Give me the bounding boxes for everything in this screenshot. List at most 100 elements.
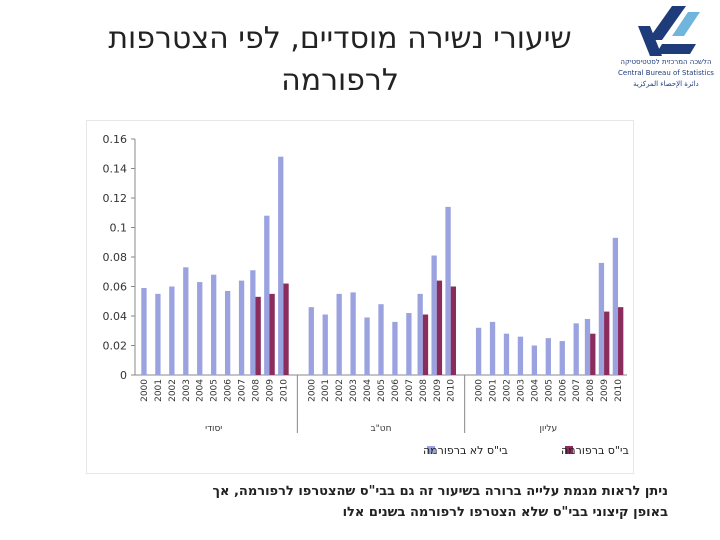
note-line-1: ניתן לראות מגמת עלייה ברורה בשיעור זה גם… <box>212 484 668 499</box>
bar-not-in-reform <box>559 341 565 375</box>
bar-not-in-reform <box>364 317 370 375</box>
bar-in-reform <box>450 286 457 375</box>
bar-not-in-reform <box>406 313 412 375</box>
x-tick-label: 2008 <box>419 379 429 402</box>
x-tick-label: 2005 <box>377 379 387 402</box>
x-tick-label: 2000 <box>475 379 485 402</box>
bar-not-in-reform <box>517 336 524 375</box>
bar-not-in-reform <box>417 293 423 375</box>
note-line-2: באופן קיצוני בבי"ס שלא הצטרפו לרפורמה בש… <box>342 505 668 520</box>
x-tick-label: 2007 <box>572 379 582 402</box>
group-label: עליון <box>539 424 557 434</box>
x-tick-label: 2008 <box>252 379 262 402</box>
y-tick-label: 0.04 <box>103 310 128 323</box>
logo-text-arabic: دائرة الإحصاء المركزية <box>633 80 699 88</box>
y-tick-label: 0.12 <box>103 192 128 205</box>
legend-label: בי"ס לא ברפורמה <box>423 444 508 457</box>
x-tick-label: 2006 <box>558 379 568 402</box>
legend-swatch <box>427 446 435 454</box>
bar-not-in-reform <box>308 307 314 375</box>
y-tick-label: 0.02 <box>103 340 128 353</box>
bar-not-in-reform <box>573 323 579 375</box>
x-tick-label: 2009 <box>600 379 610 402</box>
x-tick-label: 2001 <box>154 379 164 402</box>
cbs-logo: הלשכה המרכזית לסטטיסטיקה Central Bureau … <box>614 6 718 92</box>
bar-not-in-reform <box>278 156 284 375</box>
y-tick-label: 0.1 <box>110 222 128 235</box>
x-tick-label: 2007 <box>405 379 415 402</box>
y-tick-label: 0 <box>120 369 127 382</box>
bar-in-reform <box>269 293 275 375</box>
bar-not-in-reform <box>336 293 342 375</box>
x-tick-label: 2009 <box>433 379 443 402</box>
group-label: חט"ב <box>370 424 391 434</box>
bar-not-in-reform <box>531 345 538 375</box>
x-tick-label: 2002 <box>502 379 512 402</box>
bar-not-in-reform <box>392 321 398 375</box>
bar-not-in-reform <box>183 267 189 375</box>
y-tick-label: 0.08 <box>103 251 128 264</box>
bar-not-in-reform <box>475 327 482 375</box>
bar-not-in-reform <box>612 237 619 375</box>
bar-in-reform <box>283 283 289 375</box>
x-tick-label: 2005 <box>210 379 220 402</box>
chart-canvas: 0 0.02 0.04 0.06 0.08 0.1 0.12 0.14 0.16 2000 2001… <box>103 133 629 457</box>
bar-not-in-reform <box>155 293 161 375</box>
note-text: ניתן לראות מגמת עלייה ברורה בשיעור זה גם… <box>48 481 668 523</box>
x-tick-label: 2004 <box>363 379 373 402</box>
bar-not-in-reform <box>169 286 175 375</box>
bar-not-in-reform <box>264 215 270 375</box>
bar-not-in-reform <box>378 304 384 375</box>
bar-not-in-reform <box>445 206 451 375</box>
x-tick-label: 2006 <box>224 379 234 402</box>
x-tick-label: 2002 <box>335 379 345 402</box>
x-tick-label: 2000 <box>140 379 150 402</box>
logo-text-hebrew: הלשכה המרכזית לסטטיסטיקה <box>620 58 712 66</box>
x-tick-label: 2006 <box>391 379 401 402</box>
x-tick-label: 2010 <box>447 379 457 402</box>
bar-not-in-reform <box>322 314 328 375</box>
x-tick-label: 2008 <box>586 379 596 402</box>
legend-swatch <box>565 446 573 454</box>
bar-not-in-reform <box>238 280 245 375</box>
x-tick-label: 2007 <box>238 379 248 402</box>
y-tick-label: 0.16 <box>103 133 128 146</box>
x-tick-label: 2004 <box>530 379 540 402</box>
group-label: יסודי <box>205 424 222 434</box>
bar-not-in-reform <box>598 262 605 375</box>
x-tick-label: 2000 <box>307 379 317 402</box>
bar-not-in-reform <box>503 333 510 375</box>
dropout-rate-chart: 0 0.02 0.04 0.06 0.08 0.1 0.12 0.14 0.16 2000 2001… <box>86 120 634 474</box>
x-tick-label: 2003 <box>516 379 526 402</box>
bar-not-in-reform <box>584 318 591 375</box>
bar-not-in-reform <box>141 287 147 375</box>
y-tick-label: 0.14 <box>103 163 128 176</box>
legend-label: בי"ס ברפורמה <box>561 444 629 457</box>
x-tick-label: 2010 <box>614 379 624 402</box>
bar-not-in-reform <box>431 255 437 375</box>
x-tick-label: 2009 <box>265 379 275 402</box>
bar-in-reform <box>255 296 261 375</box>
x-tick-label: 2001 <box>321 379 331 402</box>
logo-text-english: Central Bureau of Statistics <box>618 69 714 77</box>
x-tick-label: 2001 <box>489 379 499 402</box>
bar-in-reform <box>618 307 624 375</box>
bar-not-in-reform <box>224 290 231 375</box>
x-tick-label: 2003 <box>349 379 359 402</box>
x-tick-label: 2002 <box>168 379 178 402</box>
x-tick-label: 2010 <box>279 379 289 402</box>
bar-not-in-reform <box>250 270 256 375</box>
bar-not-in-reform <box>545 338 551 375</box>
bar-not-in-reform <box>350 292 356 375</box>
bar-not-in-reform <box>211 274 217 375</box>
bar-not-in-reform <box>489 321 496 375</box>
slide-title: שיעורי נשירה מוסדיים, לפי הצטרפות לרפורמ… <box>108 21 572 98</box>
cbs-logo-icon <box>638 6 700 56</box>
y-tick-label: 0.06 <box>103 281 128 294</box>
bar-not-in-reform <box>197 282 203 375</box>
x-tick-label: 2005 <box>544 379 554 402</box>
x-tick-label: 2004 <box>196 379 206 402</box>
bar-in-reform <box>590 333 596 375</box>
x-tick-label: 2003 <box>182 379 192 402</box>
bar-in-reform <box>604 311 610 375</box>
